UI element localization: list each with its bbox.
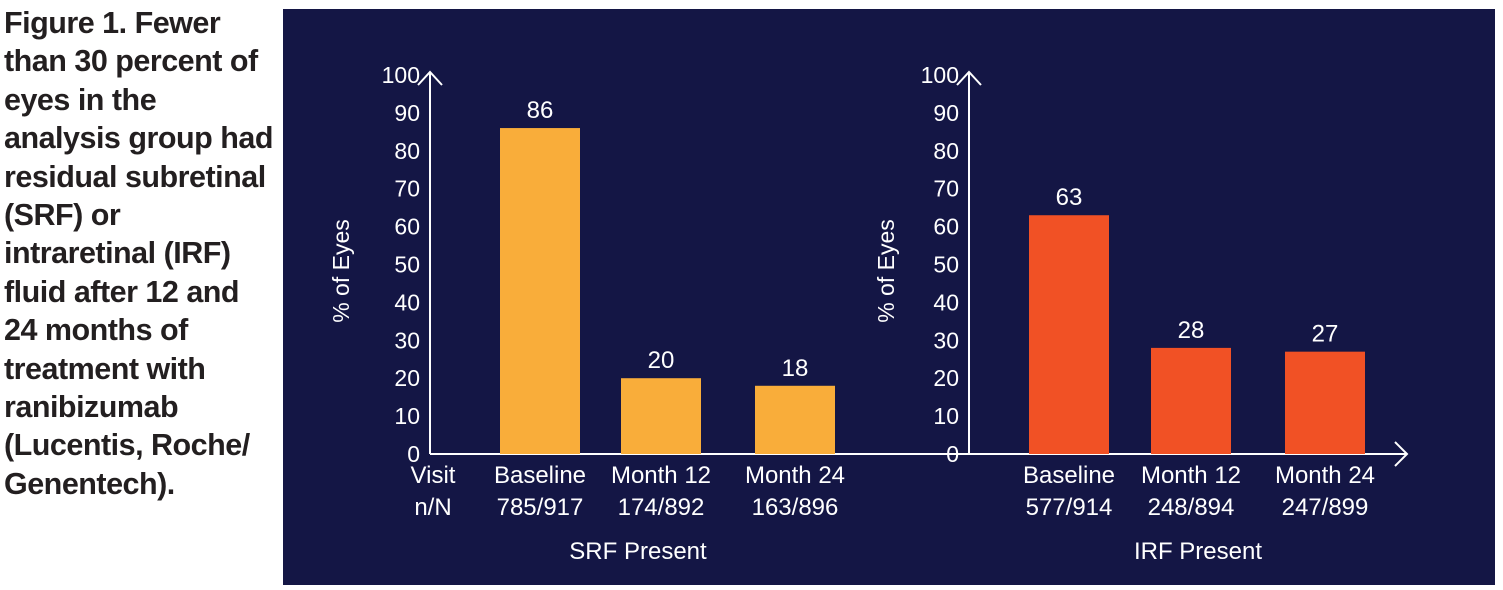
bar-value-label: 18: [782, 355, 809, 382]
y-tick-label: 40: [394, 289, 420, 315]
figure-caption: Figure 1. Fewer than 30 percent of eyes …: [4, 6, 273, 501]
bar-value-label: 86: [527, 97, 554, 124]
y-tick-label: 30: [394, 327, 420, 353]
y-axis-label: % of Eyes: [873, 219, 899, 323]
x-tick-label: Baseline: [1023, 462, 1115, 489]
chart-panel: 0 10 20 30 40 50 60 70 80 90 100% of Eyes 86 Baselin…: [283, 9, 1495, 585]
y-tick-label: 90: [933, 100, 959, 126]
x-tick-label: Month 12: [1141, 462, 1241, 489]
y-tick-label: 50: [933, 252, 959, 278]
y-tick-label: 70: [394, 176, 420, 202]
y-tick-label: 60: [933, 214, 959, 240]
bar-value-label: 27: [1312, 321, 1339, 348]
chart-title: SRF Present: [569, 538, 707, 565]
y-tick-label: 10: [933, 403, 959, 429]
y-tick-label: 80: [933, 138, 959, 164]
y-tick-label: 50: [394, 252, 420, 278]
bar-month-24: [1285, 351, 1365, 454]
bar-month-24: [755, 385, 835, 454]
y-tick-label: 80: [394, 138, 420, 164]
row-label-visit: Visit: [411, 462, 456, 489]
y-tick-label: 90: [394, 100, 420, 126]
count-label: 174/892: [618, 494, 705, 521]
chart-irf: 0 10 20 30 40 50 60 70 80 90 100 % of Eyes 63 Baselin…: [873, 62, 1409, 565]
y-tick-label: 0: [946, 441, 959, 467]
y-tick-label: 40: [933, 289, 959, 315]
x-axis-arrow: [1394, 441, 1409, 467]
bar-baseline: [1029, 215, 1109, 454]
x-tick-label: Baseline: [494, 462, 586, 489]
y-tick-label: 100: [921, 62, 959, 88]
bar-baseline: [500, 128, 580, 454]
x-tick-label: Month 24: [745, 462, 845, 489]
bar-value-label: 28: [1178, 317, 1205, 344]
bar-value-label: 20: [648, 347, 675, 374]
count-label: 577/914: [1026, 494, 1113, 521]
y-tick-label: 10: [394, 403, 420, 429]
bar-month-12: [1151, 347, 1231, 454]
x-tick-label: Month 24: [1275, 462, 1375, 489]
chart-title: IRF Present: [1134, 538, 1262, 565]
bar-month-12: [621, 378, 701, 454]
count-label: 163/896: [752, 494, 839, 521]
y-axis-label: % of Eyes: [328, 219, 354, 323]
y-axis-arrow: [956, 70, 982, 86]
y-tick-label: 100: [382, 62, 420, 88]
row-label-count: n/N: [414, 494, 451, 521]
y-tick-label: 60: [394, 214, 420, 240]
x-tick-label: Month 12: [611, 462, 711, 489]
count-label: 248/894: [1148, 494, 1235, 521]
y-axis-arrow: [417, 70, 443, 86]
y-tick-label: 20: [394, 365, 420, 391]
y-tick-label: 0: [407, 441, 420, 467]
y-tick-label: 30: [933, 327, 959, 353]
y-tick-label: 70: [933, 176, 959, 202]
y-tick-label: 20: [933, 365, 959, 391]
count-label: 785/917: [497, 494, 584, 521]
count-label: 247/899: [1282, 494, 1369, 521]
bar-value-label: 63: [1056, 184, 1083, 211]
